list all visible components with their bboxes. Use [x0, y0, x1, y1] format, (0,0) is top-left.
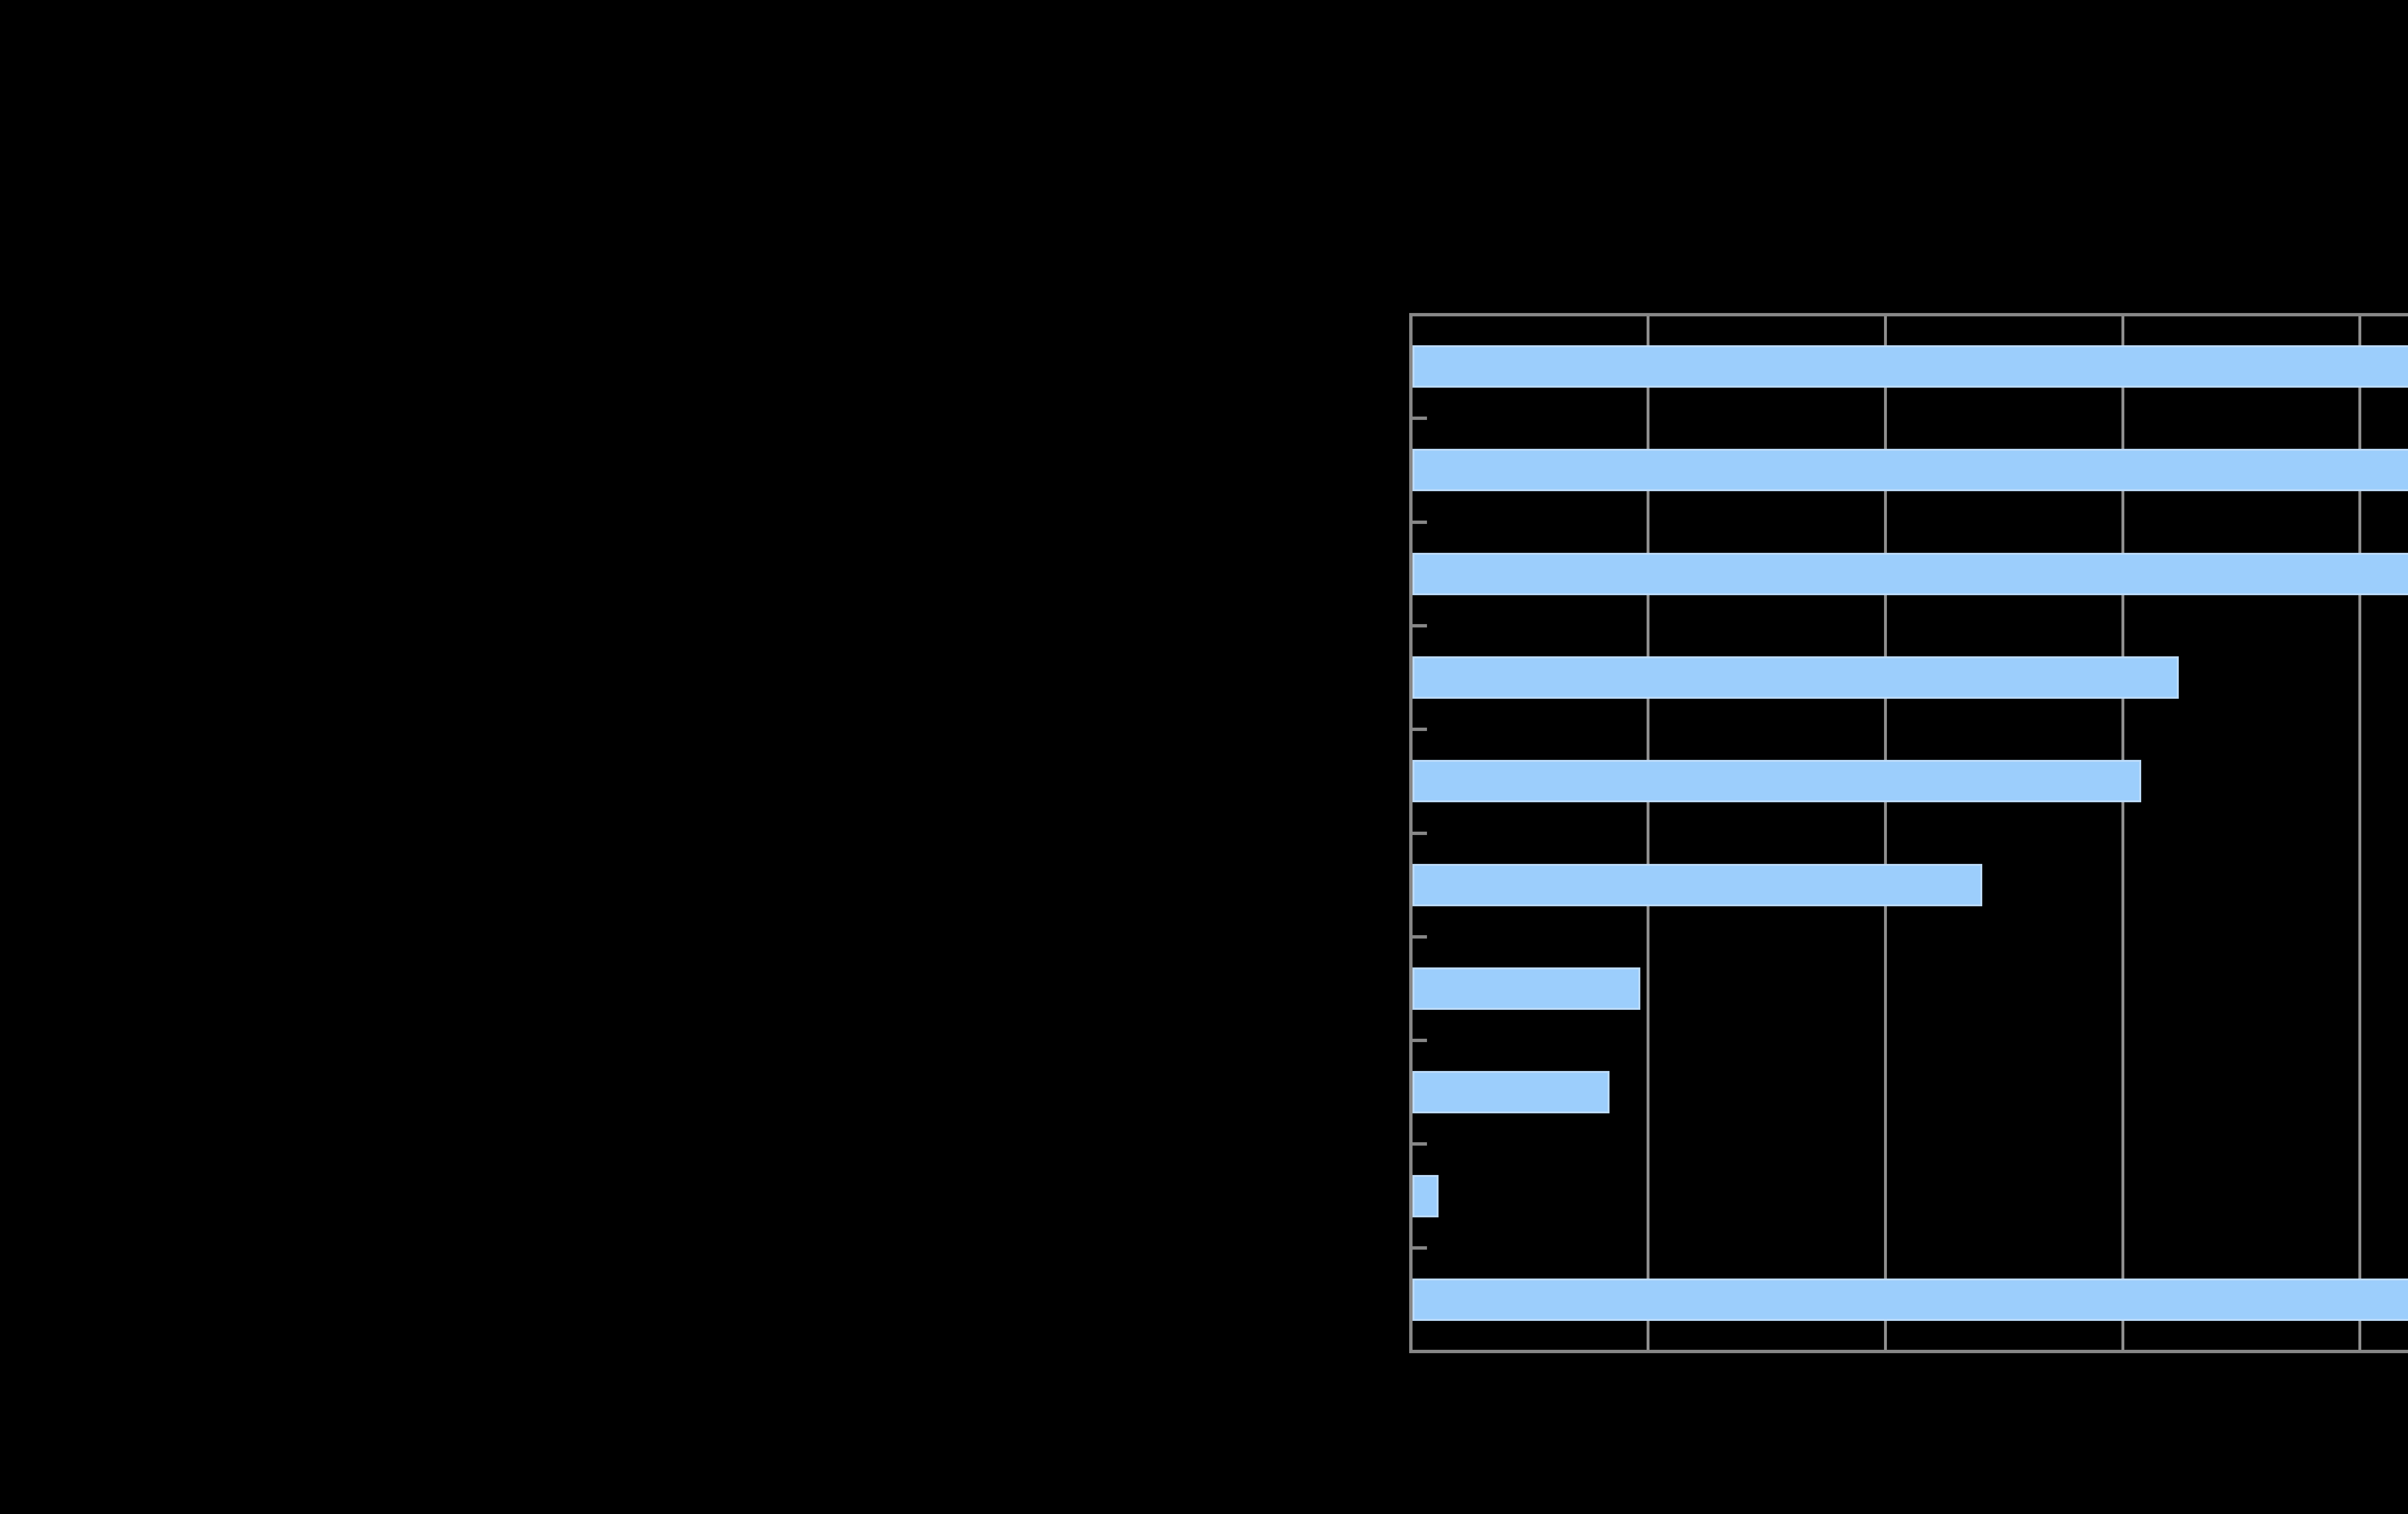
category-boundary-tick [1413, 728, 1427, 731]
category-boundary-tick [1413, 831, 1427, 835]
bar [1413, 449, 2408, 492]
category-boundary-tick [1413, 624, 1427, 627]
x-gridline [1647, 316, 1650, 1350]
x-gridline [1884, 316, 1887, 1350]
bar [1413, 656, 2179, 699]
bar [1413, 863, 1982, 906]
bar [1413, 1278, 2408, 1321]
x-gridline [2121, 316, 2124, 1350]
bar [1413, 1175, 1439, 1217]
category-boundary-tick [1413, 1142, 1427, 1146]
bar [1413, 967, 1640, 1010]
category-boundary-tick [1413, 1246, 1427, 1250]
bar [1413, 552, 2408, 595]
bar [1413, 760, 2141, 803]
bar [1413, 345, 2408, 388]
category-boundary-tick [1413, 935, 1427, 939]
category-boundary-tick [1413, 520, 1427, 524]
bar [1413, 1071, 1610, 1114]
category-boundary-tick [1413, 417, 1427, 420]
plot-frame [1409, 313, 2408, 1353]
x-gridline [2358, 316, 2362, 1350]
category-boundary-tick [1413, 1039, 1427, 1043]
